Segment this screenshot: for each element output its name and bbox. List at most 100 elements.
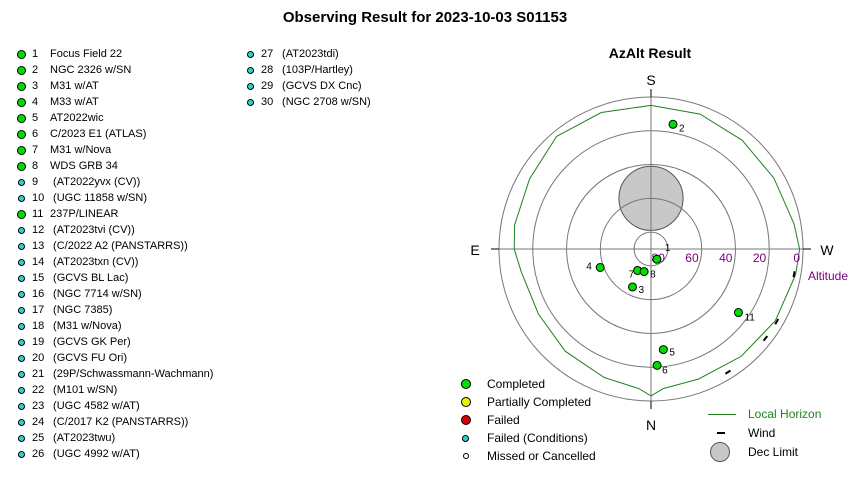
target-number: 7 [32,144,39,156]
legend-item-failed: Failed [459,411,596,429]
target-row: 10 (UGC 11858 w/SN) [17,190,213,206]
failed-conditions-status-icon [18,386,25,394]
target-name: (M101 w/SN) [50,384,118,396]
target-number: 15 [32,272,45,284]
target-number: 10 [32,192,45,204]
target-row: 12 (AT2023tvi (CV)) [17,222,213,238]
target-row: 7 M31 w/Nova [17,142,213,158]
completed-status-icon [17,129,26,139]
failed-conditions-status-icon [18,178,25,186]
wind-marks-layer [724,271,796,375]
target-row: 24 (C/2017 K2 (PANSTARRS)) [17,414,213,430]
completed-status-icon [17,49,26,59]
data-point [627,282,637,292]
target-number: 22 [32,384,45,396]
failed-conditions-status-icon [247,82,254,90]
failed-conditions-status-icon [247,50,254,58]
legend-label: Dec Limit [748,445,799,459]
data-point [652,360,662,370]
failed-conditions-status-icon [247,66,254,74]
data-point [595,262,605,272]
completed-status-icon [17,145,26,155]
failed-conditions-status-icon [18,226,25,234]
target-row: 23 (UGC 4582 w/AT) [17,398,213,414]
target-row: 16 (NGC 7714 w/SN) [17,286,213,302]
target-number: 29 [261,80,274,92]
target-name: (UGC 11858 w/SN) [50,192,147,204]
target-row: 9 (AT2022yvx (CV)) [17,174,213,190]
completed-status-icon [17,113,26,123]
failed-conditions-status-icon [18,258,25,266]
target-name: WDS GRB 34 [50,160,118,172]
target-row: 18 (M31 w/Nova) [17,318,213,334]
data-point-label: 1 [665,243,671,254]
completed-status-icon [17,209,26,219]
target-row: 13 (C/2022 A2 (PANSTARRS)) [17,238,213,254]
legend-label: Wind [748,426,776,440]
legend-item-failed-conditions: Failed (Conditions) [459,429,596,447]
target-row: 30 (NGC 2708 w/SN) [246,94,371,110]
failed-conditions-status-icon [18,242,25,250]
target-row: 6 C/2023 E1 (ATLAS) [17,126,213,142]
chart-legend: Local Horizon Wind Dec Limit [708,405,821,462]
failed-conditions-status-icon [18,418,25,426]
dec-limit-icon [710,442,730,462]
compass-label-n: N [646,417,656,433]
target-number: 26 [32,448,45,460]
partially-completed-dot-icon [461,397,471,407]
completed-status-icon [17,81,26,91]
target-number: 21 [32,368,45,380]
target-name: NGC 2326 w/SN [50,64,132,76]
target-number: 28 [261,64,274,76]
target-name: (M31 w/Nova) [50,320,122,332]
legend-item-partially-completed: Partially Completed [459,393,596,411]
target-number: 12 [32,224,45,236]
failed-conditions-status-icon [18,402,25,410]
failed-conditions-status-icon [18,290,25,298]
page-title: Observing Result for 2023-10-03 S01153 [282,9,568,26]
chart-title: AzAlt Result [608,45,692,61]
data-point [658,345,668,355]
target-row: 26 (UGC 4992 w/AT) [17,446,213,462]
target-name: (NGC 7714 w/SN) [50,288,142,300]
data-point-label: 4 [586,261,592,272]
target-row: 20 (GCVS FU Ori) [17,350,213,366]
legend-label: Local Horizon [748,407,822,421]
target-number: 30 [261,96,274,108]
data-point [639,267,649,277]
status-legend: Completed Partially Completed Failed Fai… [459,375,596,465]
failed-conditions-dot-icon [462,435,469,442]
target-name: (103P/Hartley) [279,64,353,76]
target-name: (GCVS DX Cnc) [279,80,362,92]
target-number: 4 [32,96,39,108]
local-horizon-layer [513,104,801,397]
data-point-label: 6 [662,365,668,376]
target-name: (NGC 2708 w/SN) [279,96,371,108]
target-number: 20 [32,352,45,364]
data-point [733,308,743,318]
data-point-label: 5 [669,348,675,359]
target-row: 29 (GCVS DX Cnc) [246,78,371,94]
target-number: 25 [32,432,45,444]
failed-conditions-status-icon [247,98,254,106]
target-row: 22 (M101 w/SN) [17,382,213,398]
completed-dot-icon [461,379,471,389]
target-name: (NGC 7385) [50,304,113,316]
data-point-label: 2 [679,123,685,134]
legend-label: Failed [487,413,520,427]
target-name: (UGC 4992 w/AT) [50,448,140,460]
target-name: (C/2022 A2 (PANSTARRS)) [50,240,188,252]
target-name: (GCVS GK Per) [50,336,131,348]
target-row: 2 NGC 2326 w/SN [17,62,213,78]
target-row: 17 (NGC 7385) [17,302,213,318]
legend-item-completed: Completed [459,375,596,393]
legend-item-missed: Missed or Cancelled [459,447,596,465]
failed-conditions-status-icon [18,338,25,346]
target-number: 24 [32,416,45,428]
target-number: 13 [32,240,45,252]
legend-item-local-horizon: Local Horizon [708,405,821,424]
target-row: 8 WDS GRB 34 [17,158,213,174]
target-row: 15 (GCVS BL Lac) [17,270,213,286]
target-name: (GCVS FU Ori) [50,352,127,364]
target-number: 23 [32,400,45,412]
